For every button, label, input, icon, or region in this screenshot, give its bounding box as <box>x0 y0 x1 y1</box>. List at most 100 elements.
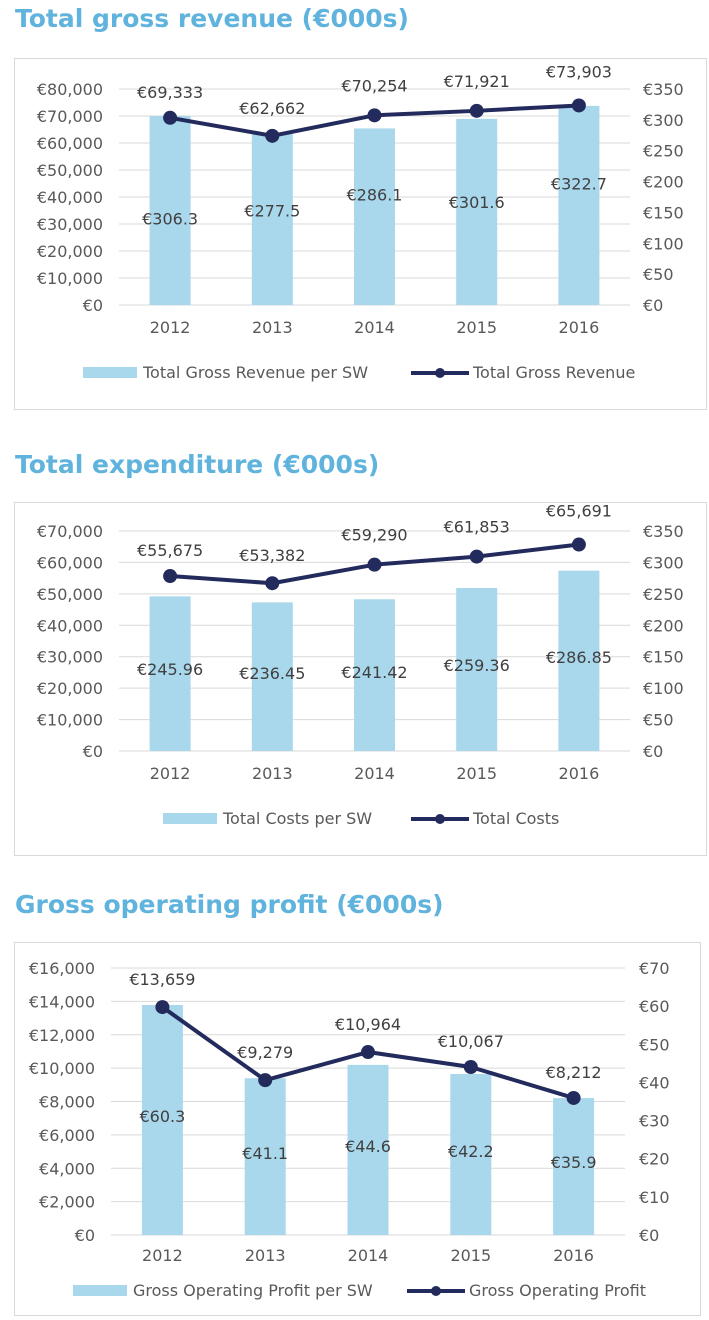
line-point <box>367 108 382 123</box>
line-data-label: €9,279 <box>237 1043 293 1062</box>
line-point <box>265 128 280 143</box>
bar <box>558 570 600 751</box>
line-data-label: €10,964 <box>335 1015 401 1034</box>
right-axis-tick: €50 <box>643 711 674 730</box>
left-axis-tick: €8,000 <box>39 1093 95 1112</box>
left-axis-tick: €70,000 <box>37 107 103 126</box>
right-axis-tick: €100 <box>643 234 684 253</box>
right-axis-tick: €150 <box>643 203 684 222</box>
bar-data-label: €259.36 <box>444 656 510 675</box>
left-axis-tick: €10,000 <box>29 1059 95 1078</box>
line-point <box>361 1045 375 1060</box>
category-label: 2016 <box>553 1246 594 1265</box>
line-data-label: €53,382 <box>239 546 305 565</box>
right-axis-tick: €200 <box>643 173 684 192</box>
line-point <box>265 576 280 591</box>
left-axis-tick: €40,000 <box>37 188 103 207</box>
legend-line-marker <box>431 1286 441 1296</box>
left-axis-tick: €12,000 <box>29 1026 95 1045</box>
right-axis-tick: €250 <box>643 585 684 604</box>
category-label: 2012 <box>150 764 191 783</box>
legend-line-label: Total Gross Revenue <box>472 363 635 382</box>
line-data-label: €59,290 <box>341 526 407 545</box>
right-axis-tick: €70 <box>639 959 670 978</box>
legend-bar-label: Total Gross Revenue per SW <box>142 363 368 382</box>
category-label: 2014 <box>354 318 395 337</box>
bar <box>149 596 191 751</box>
left-axis-tick: €70,000 <box>37 522 103 541</box>
bar <box>553 1098 595 1235</box>
legend-line-label: Total Costs <box>472 809 559 828</box>
legend-bar-swatch <box>163 813 217 824</box>
left-axis-tick: €0 <box>75 1226 95 1245</box>
left-axis-tick: €60,000 <box>37 134 103 153</box>
chart-title-profit: Gross operating profit (€000s) <box>15 890 444 919</box>
right-axis-tick: €100 <box>643 679 684 698</box>
bar <box>456 118 498 305</box>
right-axis-tick: €300 <box>643 111 684 130</box>
chart-revenue: €80,000 €70,000 €60,000 €50,000 €40,000 €30,0… <box>14 58 707 410</box>
line-point <box>163 110 178 125</box>
line-data-label: €62,662 <box>239 99 305 118</box>
legend-line-marker <box>435 368 445 378</box>
line-data-label: €65,691 <box>546 503 612 521</box>
left-axis-tick: €4,000 <box>39 1159 95 1178</box>
bar <box>251 602 293 751</box>
bar-data-label: €306.3 <box>142 209 198 228</box>
left-axis-tick: €40,000 <box>37 616 103 635</box>
line-data-label: €73,903 <box>546 62 612 81</box>
legend-bar-swatch <box>83 367 137 378</box>
bar <box>251 133 293 305</box>
line-data-label: €71,921 <box>444 72 510 91</box>
left-axis-tick: €10,000 <box>37 711 103 730</box>
chart-expenditure: €70,000 €60,000 €50,000 €40,000 €30,000 €20,0… <box>14 502 707 856</box>
left-axis-tick: €50,000 <box>37 585 103 604</box>
chart-profit: €16,000 €14,000 €12,000 €10,000 €8,000 €6,000… <box>14 942 701 1316</box>
legend-line-label: Gross Operating Profit <box>469 1281 646 1300</box>
bar <box>244 1078 286 1235</box>
left-axis-tick: €0 <box>83 742 103 761</box>
bar-data-label: €322.7 <box>551 174 607 193</box>
category-label: 2014 <box>348 1246 389 1265</box>
bar-data-label: €301.6 <box>449 193 505 212</box>
bar <box>558 105 600 306</box>
line-data-label: €55,675 <box>137 541 203 560</box>
line-point <box>163 569 178 584</box>
right-axis-tick: €40 <box>639 1073 670 1092</box>
bar-data-label: €35.9 <box>551 1153 597 1172</box>
bar <box>450 1074 492 1235</box>
bar <box>354 128 395 305</box>
right-axis-tick: €200 <box>643 616 684 635</box>
legend-line-marker <box>435 814 445 824</box>
category-label: 2012 <box>150 318 191 337</box>
left-axis-tick: €60,000 <box>37 553 103 572</box>
right-axis-tick: €350 <box>643 522 684 541</box>
category-label: 2013 <box>245 1246 286 1265</box>
bar-data-label: €41.1 <box>242 1144 288 1163</box>
bar-data-label: €286.1 <box>347 186 403 205</box>
left-axis-tick: €20,000 <box>37 679 103 698</box>
bar-data-label: €236.45 <box>239 664 305 683</box>
right-axis-tick: €0 <box>643 742 663 761</box>
line-data-label: €69,333 <box>137 83 203 102</box>
line-point <box>571 537 586 552</box>
line-data-label: €13,659 <box>129 970 195 989</box>
chart-revenue-svg: €80,000 €70,000 €60,000 €50,000 €40,000 €30,0… <box>37 62 684 382</box>
category-label: 2015 <box>456 318 497 337</box>
line-point <box>155 1000 170 1015</box>
left-axis-tick: €0 <box>83 296 103 315</box>
left-axis-tick: €10,000 <box>37 269 103 288</box>
line-data-label: €70,254 <box>341 76 407 95</box>
left-axis-tick: €16,000 <box>29 959 95 978</box>
chart-expenditure-svg: €70,000 €60,000 €50,000 €40,000 €30,000 €20,0… <box>37 503 684 828</box>
right-axis-tick: €150 <box>643 648 684 667</box>
right-axis-tick: €0 <box>643 296 663 315</box>
category-label: 2016 <box>559 764 600 783</box>
right-axis-tick: €20 <box>639 1150 670 1169</box>
bar-data-label: €44.6 <box>345 1137 391 1156</box>
category-label: 2015 <box>456 764 497 783</box>
category-label: 2013 <box>252 764 293 783</box>
right-axis-tick: €300 <box>643 553 684 572</box>
left-axis-tick: €20,000 <box>37 242 103 261</box>
bar <box>347 1064 389 1235</box>
